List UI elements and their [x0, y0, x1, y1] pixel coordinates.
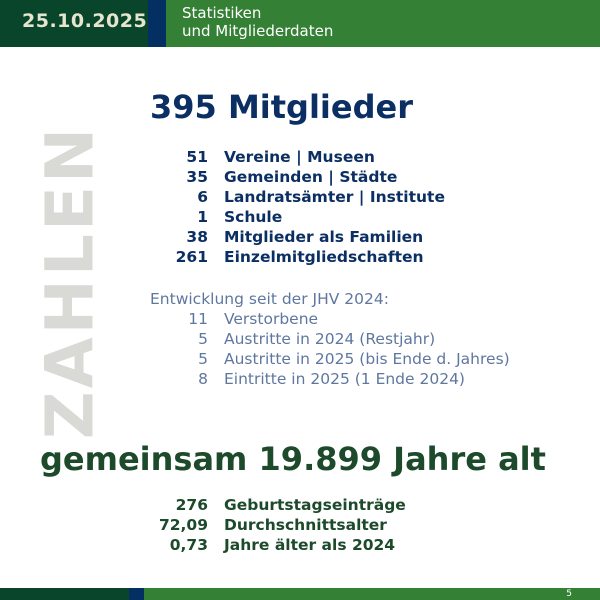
item-count: 5 [198, 350, 208, 368]
list-item: 6 Landratsämter | Institute [140, 187, 445, 207]
age-title: gemeinsam 19.899 Jahre alt [40, 440, 546, 478]
item-label: Gemeinden | Städte [224, 168, 398, 186]
item-label: Jahre älter als 2024 [224, 536, 396, 554]
item-count: 5 [198, 330, 208, 348]
members-list: 51 Vereine | Museen 35 Gemeinden | Städte 6 L… [140, 147, 445, 267]
item-label: Verstorbene [224, 310, 319, 328]
item-count: 11 [188, 310, 208, 328]
list-item: 5 Austritte in 2024 (Restjahr) [140, 329, 510, 349]
item-label: Einzelmitgliedschaften [224, 248, 424, 266]
item-count: 35 [186, 168, 208, 186]
item-label: Landratsämter | Institute [224, 188, 445, 206]
header-date: 25.10.2025 [22, 10, 148, 32]
list-item: 51 Vereine | Museen [140, 147, 445, 167]
item-count: 6 [197, 188, 208, 206]
list-item: 72,09 Durchschnittsalter [140, 515, 406, 535]
item-count: 1 [197, 208, 208, 226]
item-count: 72,09 [158, 516, 208, 534]
item-label: Austritte in 2025 (bis Ende d. Jahres) [224, 350, 510, 368]
item-count: 8 [198, 370, 208, 388]
item-label: Mitglieder als Familien [224, 228, 424, 246]
item-label: Vereine | Museen [224, 148, 375, 166]
item-label: Eintritte in 2025 (1 Ende 2024) [224, 370, 465, 388]
item-count: 51 [186, 148, 208, 166]
list-item: 11 Verstorbene [140, 309, 510, 329]
subtitle-line-2: und Mitgliederdaten [182, 22, 334, 40]
side-label: ZAHLEN [31, 124, 109, 440]
list-item: 1 Schule [140, 207, 445, 227]
header-subtitle: Statistiken und Mitgliederdaten [182, 4, 333, 40]
list-item: 0,73 Jahre älter als 2024 [140, 535, 406, 555]
page-number: 5 [566, 589, 572, 599]
footer-block-green [144, 588, 600, 600]
list-item: 276 Geburtstagseinträge [140, 495, 406, 515]
development-list: Entwicklung seit der JHV 2024: 11 Verstor… [140, 289, 510, 389]
list-item: 5 Austritte in 2025 (bis Ende d. Jahres) [140, 349, 510, 369]
footer-block-dark [0, 588, 129, 600]
item-label: Geburtstagseinträge [224, 496, 406, 514]
item-label: Durchschnittsalter [224, 516, 387, 534]
age-list: 276 Geburtstagseinträge 72,09 Durchschnitts… [140, 495, 406, 555]
list-item: 261 Einzelmitgliedschaften [140, 247, 445, 267]
header-title-block [166, 0, 600, 47]
item-count: 38 [186, 228, 208, 246]
list-item: 8 Eintritte in 2025 (1 Ende 2024) [140, 369, 510, 389]
list-item: 35 Gemeinden | Städte [140, 167, 445, 187]
header-divider [148, 0, 166, 47]
header-date-block [0, 0, 148, 47]
item-count: 261 [175, 248, 208, 266]
list-item: 38 Mitglieder als Familien [140, 227, 445, 247]
item-label: Schule [224, 208, 283, 226]
item-count: 276 [175, 496, 208, 514]
item-count: 0,73 [169, 536, 208, 554]
item-label: Austritte in 2024 (Restjahr) [224, 330, 436, 348]
footer-divider [129, 588, 144, 600]
development-heading: Entwicklung seit der JHV 2024: [150, 290, 389, 308]
members-title: 395 Mitglieder [150, 88, 413, 126]
subtitle-line-1: Statistiken [182, 4, 262, 22]
